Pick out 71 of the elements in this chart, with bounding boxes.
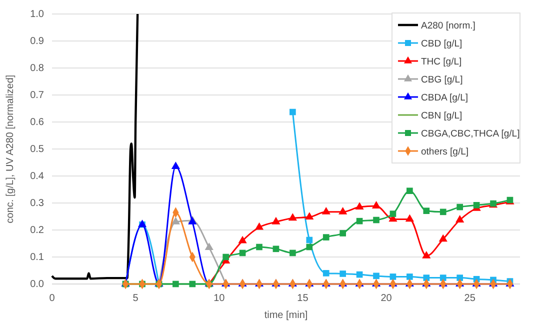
point <box>406 188 413 194</box>
point <box>440 208 446 216</box>
point <box>322 270 330 276</box>
point <box>456 215 464 222</box>
point <box>256 244 262 250</box>
point <box>172 280 179 288</box>
point <box>305 212 314 220</box>
x-tick-label: 20 <box>380 293 392 304</box>
x-tick-label: 0 <box>49 293 56 304</box>
legend-label: CBN [g/L] <box>421 110 462 122</box>
x-tick-label: 5 <box>132 293 139 304</box>
y-tick-label: 1.0 <box>30 9 44 20</box>
point <box>254 222 264 230</box>
y-tick-label: 0.6 <box>30 117 44 128</box>
point <box>356 271 363 278</box>
y-tick-label: 0.9 <box>30 36 44 48</box>
point <box>405 214 414 222</box>
point <box>456 204 463 210</box>
y-tick-label: 0.7 <box>30 90 44 102</box>
y-tick-label: 0.0 <box>30 279 44 290</box>
legend-label: CBGA,CBC,THCA [g/L] <box>421 128 520 140</box>
x-tick-label: 15 <box>297 293 309 304</box>
point <box>473 202 480 208</box>
legend-label: CBG [g/L] <box>421 74 463 86</box>
point <box>288 213 297 221</box>
point <box>423 208 430 214</box>
x-axis-title: time [min] <box>264 310 308 321</box>
y-tick-label: 0.1 <box>30 252 44 264</box>
point <box>272 246 280 252</box>
point <box>306 244 313 250</box>
point <box>423 274 430 281</box>
point <box>239 250 246 256</box>
point <box>290 250 296 256</box>
point <box>456 274 463 281</box>
y-tick-label: 0.8 <box>30 63 44 74</box>
y-tick-label: 0.5 <box>30 144 44 156</box>
legend-label: THC [g/L] <box>421 56 462 68</box>
point <box>373 272 380 280</box>
point <box>204 242 214 250</box>
legend-label: others [g/L] <box>421 146 469 158</box>
point <box>338 206 348 214</box>
legend-label: CBD [g/L] <box>421 38 462 50</box>
point <box>171 162 180 170</box>
point <box>373 216 380 224</box>
y-tick-label: 0.2 <box>30 225 44 236</box>
y-axis-title: conc. [g/L], UV A280 [normalized] <box>5 74 16 224</box>
x-tick-label: 10 <box>214 293 226 304</box>
point <box>356 218 363 224</box>
point <box>340 230 346 236</box>
x-tick-label: 25 <box>464 293 476 304</box>
y-tick-label: 0.3 <box>30 198 44 210</box>
point <box>238 236 247 244</box>
legend-label: A280 [norm.] <box>421 20 476 32</box>
point <box>322 206 330 214</box>
point <box>390 210 396 217</box>
point <box>189 280 196 288</box>
point <box>390 274 396 280</box>
point <box>290 108 296 116</box>
point <box>422 250 431 258</box>
legend-label: CBDA [g/L] <box>421 92 468 104</box>
y-tick-label: 0.4 <box>30 171 44 182</box>
point <box>355 202 364 210</box>
point <box>171 216 180 224</box>
point <box>440 274 446 281</box>
point <box>322 234 330 240</box>
point <box>272 216 280 224</box>
point <box>306 236 313 244</box>
point <box>406 274 413 280</box>
point <box>222 254 229 260</box>
point <box>438 234 448 242</box>
point <box>340 270 346 277</box>
